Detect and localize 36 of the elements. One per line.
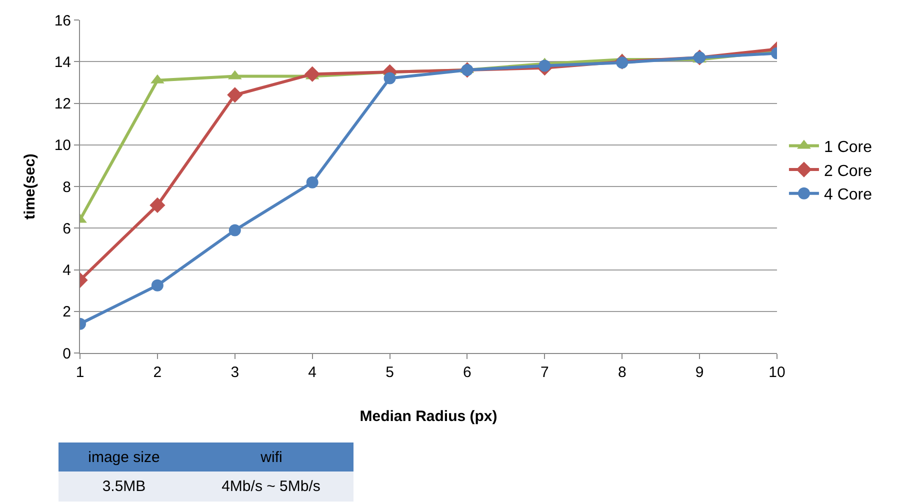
point [150,197,166,214]
x-tick-label: 7 [540,364,549,381]
y-tick-label: 6 [62,220,71,238]
y-tick-label: 0 [62,345,71,362]
x-tick-label: 6 [463,364,472,381]
point [384,72,396,84]
legend-label: 1 Core [824,138,872,156]
text: wifi [260,449,282,466]
y-tick-label: 2 [62,304,71,321]
text: image size [88,449,160,466]
x-tick-label: 10 [768,364,786,381]
point [538,60,551,72]
point [306,176,318,188]
point [228,224,241,236]
legend-label: 4 Core [824,186,872,204]
y-tick-label: 4 [62,262,71,279]
point [227,87,243,103]
point [151,279,164,292]
x-tick-label: 8 [618,364,626,381]
y-tick-label: 10 [54,137,71,154]
x-tick-label: 1 [76,364,84,381]
text: 3.5MB [102,478,146,495]
x-tick-label: 2 [153,364,162,381]
y-tick-label: 12 [54,96,71,112]
x-tick-label: 5 [386,364,394,381]
point [304,66,320,82]
y-tick-label: 8 [62,178,71,196]
x-tick-label: 4 [308,364,316,381]
x-tick-label: 9 [695,364,704,381]
legend-label: 2 Core [824,162,872,180]
y-axis-title: time(sec) [22,154,39,220]
x-tick-label: 3 [230,364,240,381]
x-axis-title: Median Radius (px) [360,408,498,425]
text: 4Mb/s ~ 5Mb/s [222,478,320,495]
y-tick-label: 14 [54,54,71,71]
y-tick-label: 16 [54,12,71,30]
